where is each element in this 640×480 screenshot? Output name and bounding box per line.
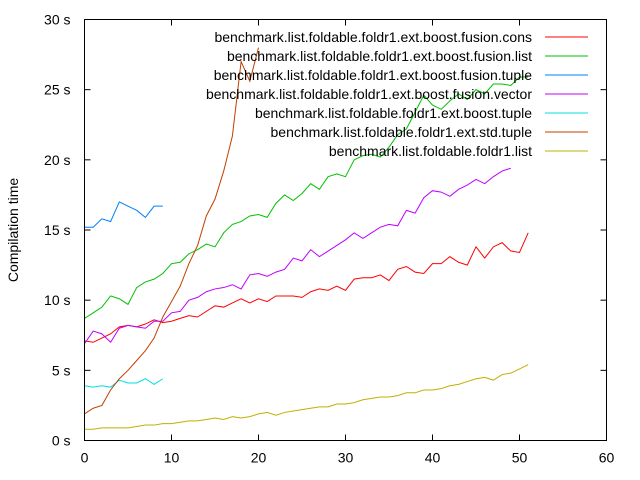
y-axis-label: Compilation time xyxy=(5,178,21,282)
series-line-4 xyxy=(84,167,511,344)
legend-label: benchmark.list.foldable.foldr1.ext.boost… xyxy=(227,48,532,64)
legend-label: benchmark.list.foldable.foldr1.ext.boost… xyxy=(206,86,532,102)
y-tick-label: 10 s xyxy=(44,292,70,308)
x-tick-label: 20 xyxy=(251,450,267,466)
legend-label: benchmark.list.foldable.foldr1.ext.boost… xyxy=(214,29,532,45)
x-tick-label: 60 xyxy=(599,450,615,466)
legend-label: benchmark.list.foldable.foldr1.ext.boost… xyxy=(255,105,532,121)
y-tick-label: 25 s xyxy=(44,82,70,98)
x-tick-label: 0 xyxy=(81,450,89,466)
y-tick-label: 15 s xyxy=(44,222,70,238)
x-tick-label: 30 xyxy=(338,450,354,466)
legend-label: benchmark.list.foldable.foldr1.ext.boost… xyxy=(214,67,533,83)
legend: benchmark.list.foldable.foldr1.ext.boost… xyxy=(206,29,588,159)
series-line-7 xyxy=(84,364,529,430)
series-line-5 xyxy=(84,378,164,388)
legend-label: benchmark.list.foldable.foldr1.list xyxy=(329,143,532,159)
series-line-6 xyxy=(84,47,259,415)
legend-label: benchmark.list.foldable.foldr1.ext.std.t… xyxy=(271,124,533,140)
series-line-2 xyxy=(84,76,529,319)
y-tick-label: 0 s xyxy=(52,433,71,449)
y-tick-label: 5 s xyxy=(52,362,71,378)
x-tick-label: 10 xyxy=(164,450,180,466)
ticks-layer: 0 10 20 30 40 50 60 0 s 5 s 10 s 15 s 20 s 25 s 30 s xyxy=(44,12,614,466)
series-line-3 xyxy=(84,201,163,228)
x-tick-label: 40 xyxy=(425,450,441,466)
y-tick-label: 30 s xyxy=(44,12,70,28)
x-tick-label: 50 xyxy=(512,450,528,466)
y-tick-label: 20 s xyxy=(44,152,70,168)
series-layer xyxy=(84,47,529,430)
